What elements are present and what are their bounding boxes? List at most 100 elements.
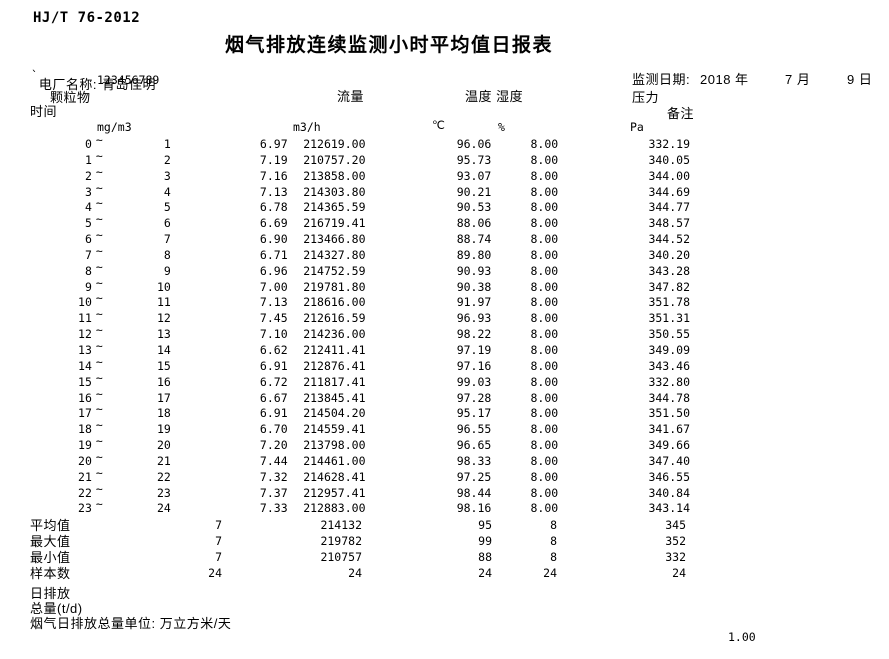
hour-end: 5 <box>163 200 171 215</box>
tilde: ~ <box>95 196 103 211</box>
column-header-flow: 流量 <box>337 89 365 104</box>
hour-end: 19 <box>156 422 171 437</box>
pressure-value: 347.82 <box>648 279 690 294</box>
temperature-value: 93.07 <box>456 168 492 183</box>
table-row: 6 ~7 6.90 213466.80 88.74 8.00 344.52 <box>30 228 690 248</box>
temperature-value: 99.03 <box>456 374 492 389</box>
temperature-value: 96.65 <box>456 438 492 453</box>
humidity-value: 8.00 <box>530 263 559 278</box>
temperature-value: 90.38 <box>456 279 492 294</box>
summary-label: 最小值 <box>30 549 71 565</box>
hour-start: 23 <box>78 501 92 516</box>
flow-value: 213858.00 <box>303 168 366 183</box>
particulate-value: 6.72 <box>259 374 288 389</box>
summary-label: 最大值 <box>30 533 71 549</box>
flow-value: 218616.00 <box>303 295 366 310</box>
table-row: 3 ~4 7.13 214303.80 90.21 8.00 344.69 <box>30 181 690 201</box>
table-row: 1 ~2 7.19 210757.20 95.73 8.00 340.05 <box>30 149 690 169</box>
flow-value: 214236.00 <box>303 327 366 342</box>
summary-value: 24 <box>478 565 492 580</box>
particulate-value: 7.44 <box>259 453 288 468</box>
tilde: ~ <box>95 212 103 227</box>
tilde: ~ <box>95 434 103 449</box>
pressure-value: 351.31 <box>648 311 690 326</box>
pressure-value: 341.67 <box>648 422 690 437</box>
hour-end: 1 <box>163 137 171 151</box>
table-row: 9 ~10 7.00 219781.80 90.38 8.00 347.82 <box>30 276 690 296</box>
humidity-value: 8.00 <box>530 137 559 151</box>
hour-start: 4 <box>84 200 92 215</box>
unit-humidity: % <box>498 120 505 134</box>
particulate-value: 7.37 <box>259 485 288 500</box>
hour-end: 8 <box>163 247 171 262</box>
standard-number: HJ/T 76-2012 <box>33 10 141 26</box>
hour-start: 22 <box>78 485 92 500</box>
particulate-value: 7.33 <box>259 501 288 516</box>
pressure-value: 340.05 <box>648 152 690 167</box>
column-header-temp-hum: 温度 湿度 <box>465 89 524 104</box>
tilde: ~ <box>95 497 103 512</box>
unit-particulate: mg/m3 <box>97 120 132 134</box>
humidity-value: 8.00 <box>530 422 559 437</box>
table-row: 2 ~3 7.16 213858.00 93.07 8.00 344.00 <box>30 165 690 185</box>
tilde: ~ <box>95 307 103 322</box>
humidity-value: 8.00 <box>530 469 559 484</box>
date-month: 7 月 <box>785 72 811 87</box>
pressure-value: 350.55 <box>648 327 690 342</box>
pressure-value: 340.20 <box>648 247 690 262</box>
pressure-value: 351.50 <box>648 406 690 421</box>
humidity-value: 8.00 <box>530 501 559 516</box>
summary-value: 8 <box>550 533 557 548</box>
plant-code: 123456789 <box>97 73 160 87</box>
hour-end: 6 <box>163 216 171 231</box>
humidity-value: 8.00 <box>530 152 559 167</box>
plant-name-line: 电厂名称: 青岛佳明 <box>30 56 156 94</box>
summary-value: 95 <box>478 518 492 532</box>
tilde: ~ <box>95 465 103 480</box>
data-rows: 0 ~1 6.97 212619.00 96.06 8.00 332.19 1 ~2 7.19 21… <box>30 133 690 517</box>
humidity-value: 8.00 <box>530 311 559 326</box>
flow-value: 214327.80 <box>303 247 366 262</box>
hour-end: 23 <box>156 485 171 500</box>
temperature-value: 97.16 <box>456 358 492 373</box>
hour-end: 21 <box>156 453 171 468</box>
particulate-value: 6.62 <box>259 342 288 357</box>
hour-start: 0 <box>84 137 92 151</box>
table-row: 0 ~1 6.97 212619.00 96.06 8.00 332.19 <box>30 133 690 153</box>
summary-value: 345 <box>665 518 686 532</box>
particulate-value: 6.67 <box>259 390 288 405</box>
temperature-value: 95.17 <box>456 406 492 421</box>
table-row: 14 ~15 6.91 212876.41 97.16 8.00 343.46 <box>30 355 690 375</box>
particulate-value: 7.20 <box>259 438 288 453</box>
hour-end: 18 <box>156 406 171 421</box>
hour-end: 12 <box>156 311 171 326</box>
tilde: ~ <box>95 275 103 290</box>
humidity-value: 8.00 <box>530 184 559 199</box>
temperature-value: 95.73 <box>456 152 492 167</box>
flow-value: 212883.00 <box>303 501 366 516</box>
particulate-value: 6.97 <box>259 137 288 151</box>
summary-row: 最大值 7 219782 99 8 352 <box>30 534 690 550</box>
summary-value: 7 <box>215 518 222 532</box>
flow-value: 212619.00 <box>303 137 366 151</box>
table-row: 8 ~9 6.96 214752.59 90.93 8.00 343.28 <box>30 260 690 280</box>
summary-value: 24 <box>348 565 362 580</box>
hour-end: 20 <box>156 438 171 453</box>
table-row: 15 ~16 6.72 211817.41 99.03 8.00 332.80 <box>30 371 690 391</box>
particulate-value: 6.90 <box>259 232 288 247</box>
tilde: ~ <box>95 148 103 163</box>
tilde: ~ <box>95 180 103 195</box>
flow-value: 214504.20 <box>303 406 366 421</box>
flow-value: 212411.41 <box>303 342 366 357</box>
flow-value: 213798.00 <box>303 438 366 453</box>
table-row: 11 ~12 7.45 212616.59 96.93 8.00 351.31 <box>30 307 690 327</box>
summary-value: 214132 <box>320 518 362 532</box>
particulate-value: 7.19 <box>259 152 288 167</box>
hour-end: 15 <box>156 358 171 373</box>
humidity-value: 8.00 <box>530 295 559 310</box>
hour-end: 9 <box>163 263 171 278</box>
table-row: 19 ~20 7.20 213798.00 96.65 8.00 349.66 <box>30 434 690 454</box>
tilde: ~ <box>95 481 103 496</box>
table-row: 10 ~11 7.13 218616.00 91.97 8.00 351.78 <box>30 291 690 311</box>
pressure-value: 344.77 <box>648 200 690 215</box>
